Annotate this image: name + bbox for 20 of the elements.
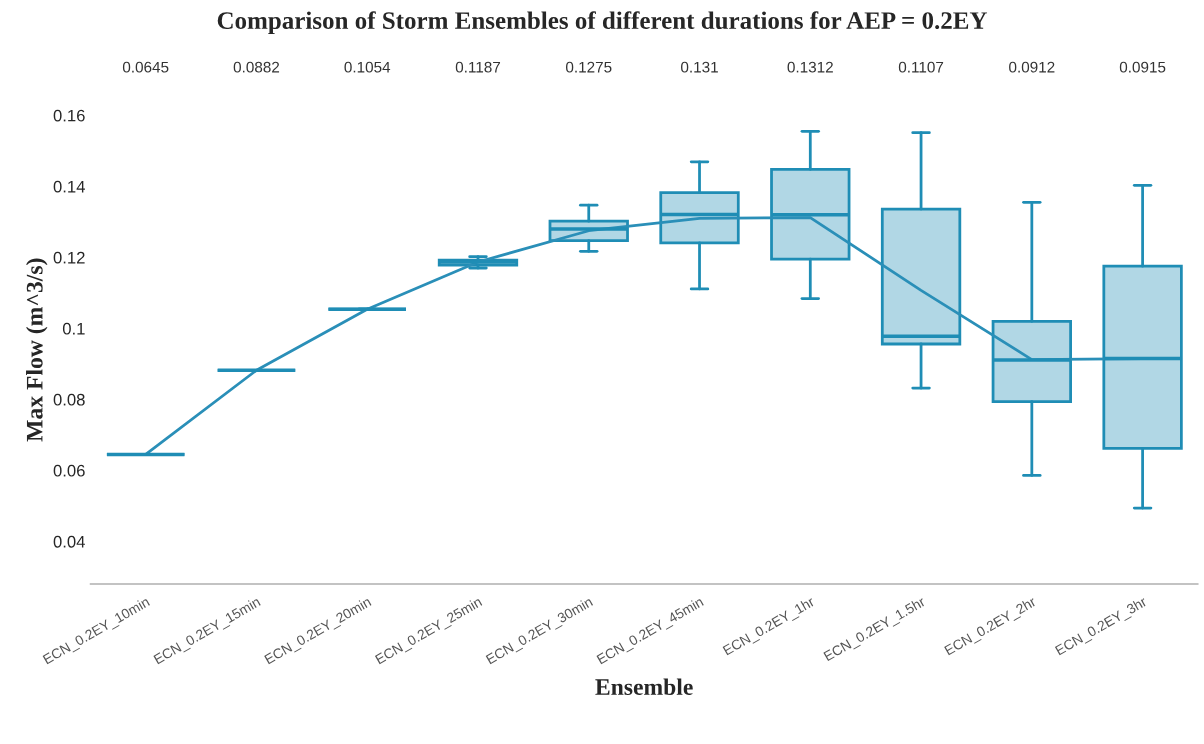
y-tick-label: 0.14 [53, 180, 85, 193]
y-tick-label: 0.08 [53, 393, 85, 406]
data-label: 0.1275 [565, 61, 612, 73]
chart-title: Comparison of Storm Ensembles of different durations for AEP = 0.2EY [217, 11, 988, 35]
y-axis-title: Max Flow (m^3/s) [26, 258, 48, 442]
y-tick-label: 0.12 [53, 251, 85, 264]
data-label: 0.1054 [344, 61, 391, 73]
data-label: 0.0912 [1009, 61, 1055, 73]
y-tick-label: 0.1 [62, 322, 85, 335]
data-label: 0.0645 [122, 61, 169, 73]
x-axis-title: Ensemble [595, 678, 693, 695]
y-tick-label: 0.06 [53, 464, 85, 477]
data-label: 0.0882 [233, 61, 280, 73]
data-label: 0.0915 [1119, 61, 1166, 73]
data-label: 0.1187 [455, 61, 501, 73]
y-tick-label: 0.16 [53, 109, 85, 122]
data-label: 0.131 [681, 61, 718, 73]
data-label: 0.1107 [898, 61, 944, 73]
data-label: 0.1312 [787, 61, 833, 73]
y-tick-label: 0.04 [53, 535, 85, 548]
